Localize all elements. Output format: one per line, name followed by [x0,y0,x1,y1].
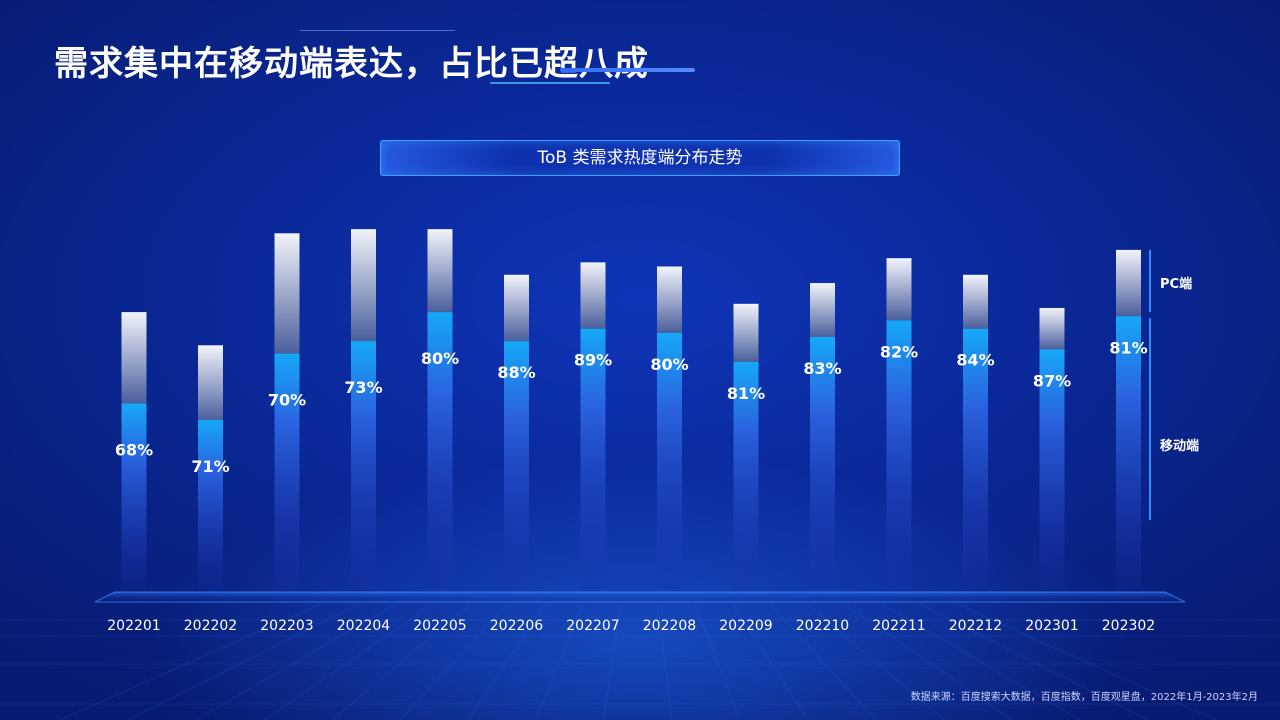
x-tick-label: 202302 [1102,618,1155,634]
x-tick-label: 202201 [107,618,160,634]
chart-floor [0,591,1280,720]
bar-mobile-202301 [1039,349,1065,590]
x-tick-label: 202207 [566,618,619,634]
bar-mobile-202206 [504,341,529,590]
bar-mobile-202207 [580,328,606,590]
grid-line [331,603,471,720]
title-accent-line [300,30,455,31]
grid-line [844,603,1013,720]
legend-label-pc: PC端 [1160,276,1192,292]
bar-mobile-202201 [121,403,147,590]
x-tick-label: 202211 [872,618,925,634]
grid-line [263,603,434,720]
bar-mobile-202208 [657,332,682,590]
bar-pc-202208 [657,266,682,333]
bar-mobile-202211 [886,320,912,590]
bar-pc-202206 [504,274,529,342]
bar-pc-202203 [274,233,300,354]
bar-pc-202202 [198,345,223,420]
bars [121,229,1141,590]
bar-pc-202207 [580,262,606,329]
x-tick-label: 202204 [337,618,391,634]
title-accent-line [490,82,610,84]
grid-line [881,603,1081,720]
grid-line [806,603,945,720]
source-note: 数据来源：百度搜索大数据，百度指数，百度观星盘，2022年1月-2023年2月 [910,692,1258,703]
bar-mobile-202205 [427,312,453,590]
grid-line [657,603,673,720]
x-tick-label: 202212 [949,618,1002,634]
bar-pc-202302 [1116,249,1141,317]
x-tick-label: 202206 [490,618,544,634]
x-tick-label: 202203 [260,618,313,634]
grid-line [731,603,809,720]
data-label: 80% [421,349,459,368]
bar-pc-202205 [427,229,453,313]
data-label: 81% [1109,338,1147,357]
data-label: 87% [1033,371,1071,390]
data-label: 81% [727,384,765,403]
bar-mobile-202209 [733,361,759,590]
grid-line [956,603,1217,720]
grid-line [127,603,359,720]
bar-mobile-202202 [198,419,223,590]
data-label: 70% [268,391,306,410]
data-label: 89% [574,351,612,370]
bar-pc-202211 [886,258,912,321]
legend-label-mobile: 移动端 [1160,438,1199,454]
x-tick-label: 202205 [413,618,466,634]
data-label: 83% [803,359,841,378]
data-label: 88% [497,363,535,382]
grid-line [603,603,621,720]
data-label: 84% [956,351,994,370]
grid-line [694,603,741,720]
data-label: 80% [650,355,688,374]
data-label: 82% [880,342,918,361]
bar-pc-202212 [963,274,988,329]
bar-pc-202210 [810,283,835,337]
x-tick-label: 202301 [1025,618,1078,634]
data-label: 73% [344,378,382,397]
grid-line [467,603,546,720]
bar-pc-202201 [121,312,147,404]
x-tick-label: 202208 [643,618,696,634]
data-label: 71% [191,457,229,476]
bar-mobile-202210 [810,336,835,590]
data-labels: 68% 71% 70% 73% 80% 88% 89% 80% 81% 83% 82% 84% 87% 8… [115,338,1148,476]
chart-title: ToB 类需求热度端分布走势 [380,140,900,176]
bar-mobile-202204 [351,341,376,590]
grid-line [769,603,877,720]
grid-line [59,603,322,720]
bar-mobile-202302 [1116,316,1141,590]
x-axis-tick-labels: 202201 202202 202203 202204 202205 202206 2022… [107,618,1155,634]
grid-line [535,603,584,720]
bar-mobile-202212 [963,328,988,590]
x-tick-label: 202209 [719,618,772,634]
title-accent-line [560,68,695,72]
bar-pc-202204 [351,229,376,342]
grid-line [195,603,397,720]
page-title: 需求集中在移动端表达，占比已超八成 [54,44,649,84]
data-label: 68% [115,440,153,459]
grid-line [919,603,1149,720]
x-tick-label: 202210 [796,618,849,634]
bar-pc-202209 [733,303,759,362]
x-tick-label: 202202 [184,618,237,634]
grid-line [399,603,509,720]
bar-mobile-202203 [274,353,300,590]
floor-plane [94,591,1186,603]
bar-pc-202301 [1039,307,1065,350]
